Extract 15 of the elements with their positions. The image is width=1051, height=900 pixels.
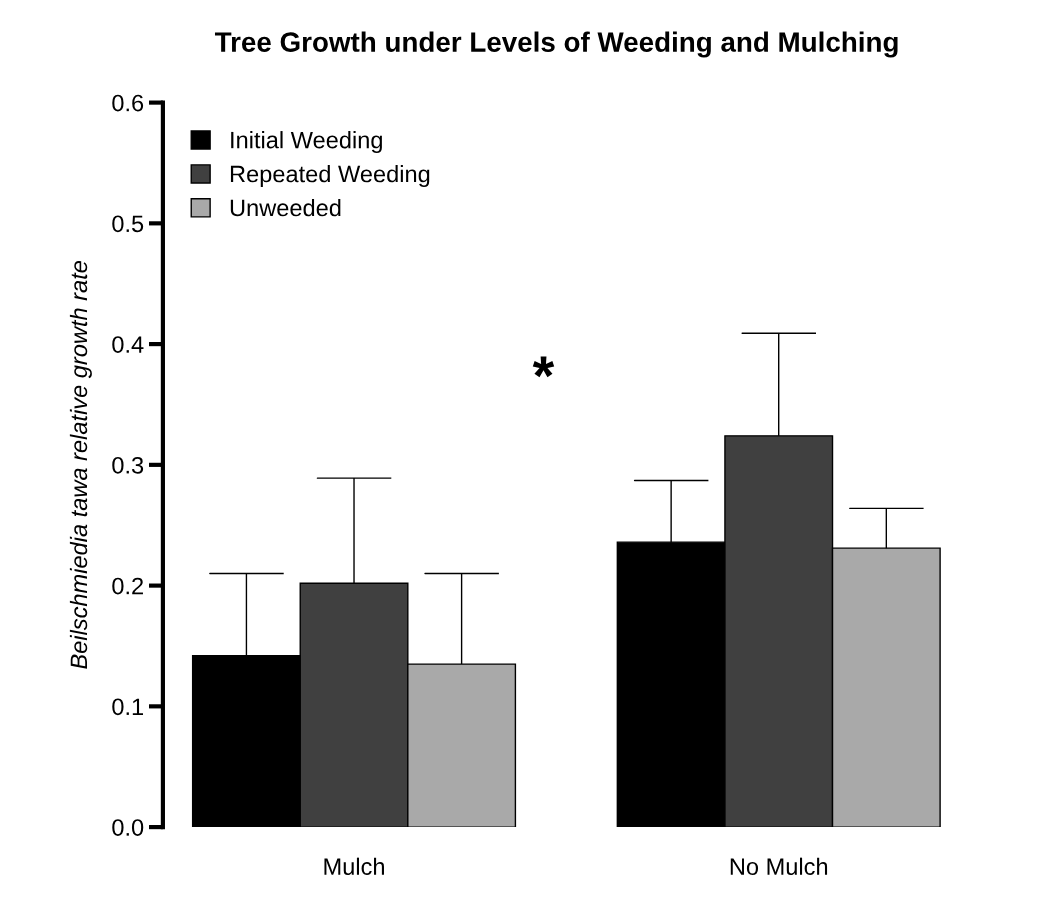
y-tick-label: 0.1 [112,698,144,716]
x-tick-label: Mulch [324,857,384,875]
legend-label: Initial Weeding [231,131,382,154]
y-tick-label: 0.3 [112,456,144,474]
annotation: * [532,356,555,378]
y-tick-label: 0.0 [112,819,144,836]
y-tick-label: 0.5 [112,215,144,233]
legend-label: Repeated Weeding [230,165,430,188]
legend-label: Unweeded [230,198,341,217]
y-tick-label: 0.6 [112,94,144,112]
y-tick-label: 0.2 [112,577,143,595]
y-axis-title: Beilschmiedia tawa relative growth rate [69,260,92,669]
x-tick-label: No Mulch [730,857,828,875]
y-tick-label: 0.4 [112,336,144,353]
chart-title: Tree Growth under Levels of Weeding and Mulching [214,31,898,58]
